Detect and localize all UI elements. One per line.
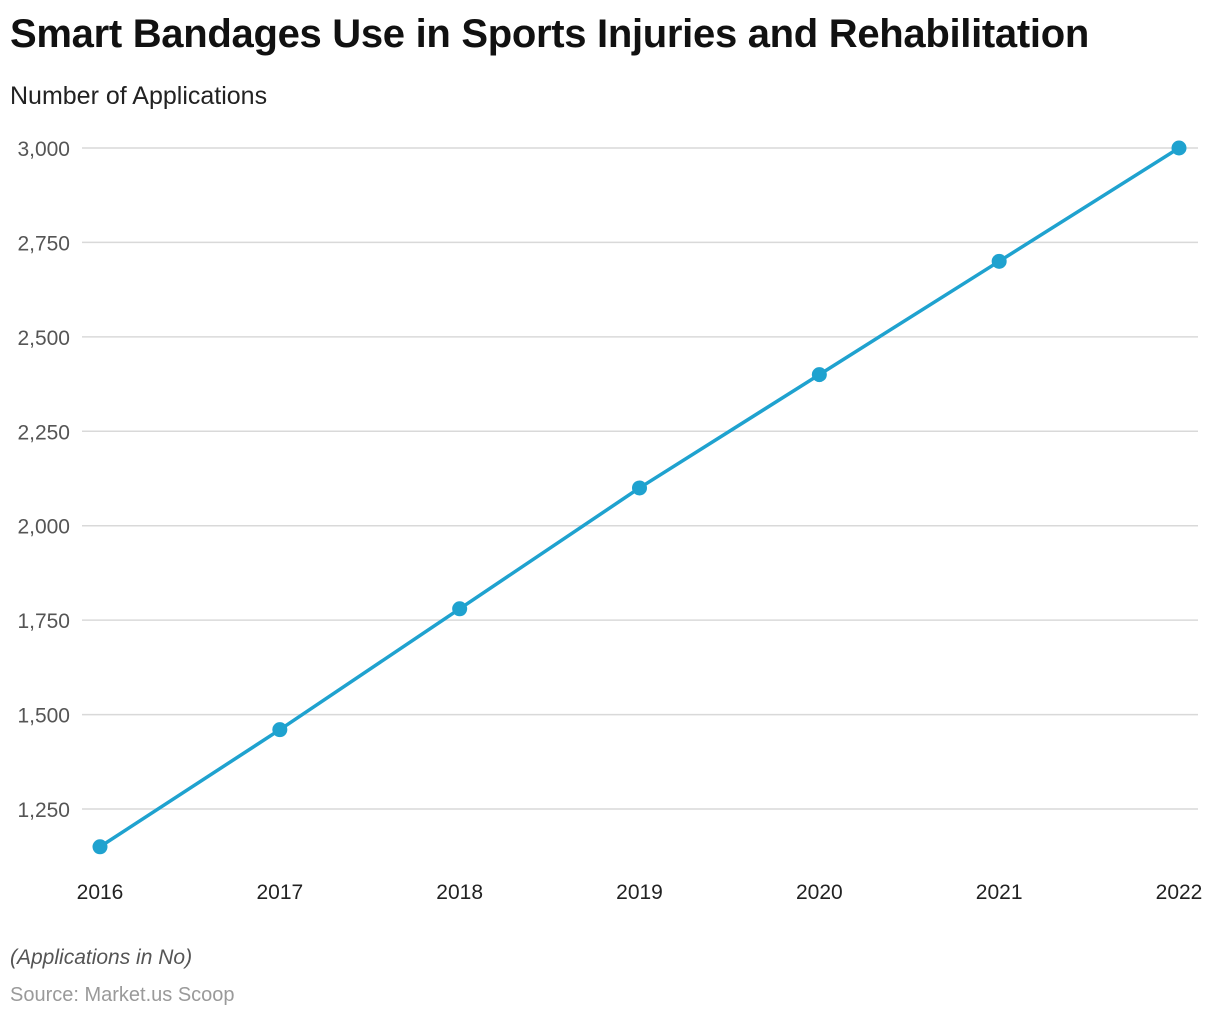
data-point xyxy=(452,601,468,617)
data-point xyxy=(811,367,827,383)
data-point xyxy=(632,480,647,496)
series-line xyxy=(99,146,1180,849)
x-tick-label: 2020 xyxy=(796,881,843,904)
x-tick-label: 2022 xyxy=(1156,881,1203,904)
x-tick-label: 2021 xyxy=(976,881,1023,904)
x-axis-ticks: 2016 2017 2018 2019 2020 2021 2022 xyxy=(77,881,1203,904)
y-tick-label: 1,750 xyxy=(17,610,70,633)
y-tick-label: 1,500 xyxy=(17,705,70,728)
series-line-path xyxy=(99,146,1180,849)
data-point xyxy=(991,253,1007,269)
gridlines xyxy=(82,147,1198,810)
y-tick-label: 2,250 xyxy=(17,421,70,444)
y-axis-ticks: 1,250 1,500 1,750 2,000 2,250 2,500 2,750 3,000 xyxy=(17,138,70,822)
y-tick-label: 2,000 xyxy=(17,516,70,539)
x-tick-label: 2018 xyxy=(436,881,483,904)
series-points xyxy=(92,140,1187,855)
y-tick-label: 3,000 xyxy=(17,138,70,161)
x-tick-label: 2016 xyxy=(77,881,124,904)
y-tick-label: 1,250 xyxy=(17,799,70,822)
x-tick-label: 2017 xyxy=(256,881,303,904)
source-note: Source: Market.us Scoop xyxy=(10,984,235,1006)
data-point xyxy=(1171,140,1187,156)
x-tick-label: 2019 xyxy=(616,881,663,904)
chart-subtitle: Number of Applications xyxy=(10,82,268,110)
y-tick-label: 2,750 xyxy=(17,232,70,255)
y-tick-label: 2,500 xyxy=(17,327,70,350)
units-note: (Applications in No) xyxy=(10,946,193,969)
data-point xyxy=(92,839,108,855)
data-point xyxy=(272,722,288,738)
chart-title: Smart Bandages Use in Sports Injuries an… xyxy=(10,12,1089,56)
